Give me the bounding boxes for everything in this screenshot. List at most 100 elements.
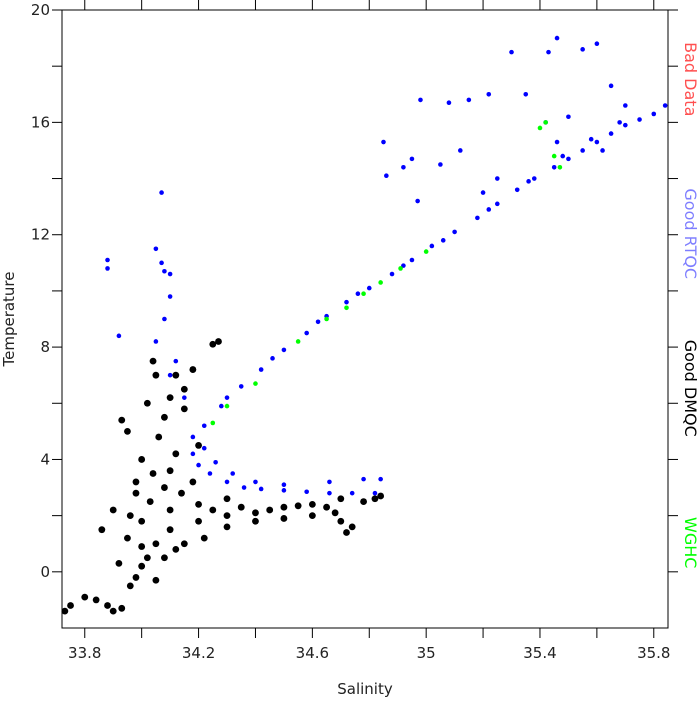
point — [152, 576, 160, 584]
point — [173, 358, 179, 364]
point — [159, 260, 164, 266]
point — [172, 450, 180, 458]
x-tick-label: 35 — [417, 644, 436, 662]
point — [486, 207, 492, 212]
point — [166, 506, 174, 514]
point — [126, 582, 134, 590]
point — [337, 517, 345, 525]
point — [557, 165, 563, 170]
point — [389, 271, 395, 277]
point — [662, 103, 668, 108]
point — [361, 476, 366, 482]
point — [207, 471, 213, 476]
point — [551, 153, 557, 159]
point — [475, 215, 480, 221]
point — [209, 340, 217, 348]
point — [162, 316, 167, 322]
point — [480, 190, 486, 195]
point — [224, 479, 230, 485]
point — [623, 103, 628, 108]
point — [344, 299, 349, 305]
point — [115, 559, 123, 567]
point — [494, 201, 500, 207]
point — [224, 395, 230, 400]
point — [331, 509, 339, 517]
point — [372, 490, 378, 496]
point — [182, 395, 187, 400]
point — [440, 238, 446, 243]
point — [201, 423, 207, 429]
point — [161, 484, 168, 491]
point — [230, 471, 236, 476]
point — [418, 97, 423, 103]
point — [190, 434, 196, 440]
point — [138, 543, 146, 550]
point — [172, 371, 180, 379]
y-tick-label: 12 — [31, 226, 50, 244]
point — [201, 445, 207, 451]
point — [281, 488, 287, 493]
point — [415, 198, 420, 204]
point — [167, 294, 173, 299]
point — [223, 495, 231, 503]
point — [223, 523, 231, 531]
point — [651, 111, 657, 117]
point — [588, 136, 594, 142]
point — [608, 83, 614, 89]
point — [195, 517, 202, 525]
point — [594, 139, 600, 145]
y-tick-label: 0 — [40, 563, 50, 581]
point — [210, 420, 216, 426]
x-tick-label: 34.2 — [182, 644, 215, 662]
point — [143, 399, 151, 407]
x-axis-label: Salinity — [337, 680, 393, 698]
point — [537, 125, 543, 131]
point — [458, 148, 463, 153]
point — [315, 319, 321, 325]
point — [166, 467, 174, 475]
point — [195, 501, 202, 508]
point — [200, 534, 208, 542]
point — [384, 173, 389, 179]
point — [294, 502, 302, 510]
point — [409, 156, 415, 162]
point — [166, 394, 174, 402]
point — [600, 148, 605, 153]
point — [378, 280, 383, 285]
point — [494, 176, 500, 181]
y-tick-label: 16 — [31, 113, 50, 131]
point — [213, 459, 218, 465]
point — [196, 462, 201, 468]
point — [132, 574, 140, 581]
point — [566, 156, 571, 162]
point — [124, 534, 131, 542]
point — [252, 517, 259, 525]
point — [566, 114, 571, 120]
point — [189, 478, 197, 486]
point — [109, 506, 117, 514]
point — [118, 604, 126, 612]
point — [377, 492, 385, 500]
point — [446, 100, 452, 105]
point — [360, 498, 367, 505]
point — [253, 381, 258, 386]
point — [241, 485, 247, 490]
point — [162, 268, 167, 274]
point — [237, 503, 245, 511]
point — [155, 433, 163, 441]
point — [323, 503, 330, 511]
legend-label: WGHC — [681, 517, 700, 568]
point — [138, 456, 146, 463]
point — [132, 478, 140, 486]
point — [560, 153, 566, 159]
point — [161, 554, 168, 562]
point — [337, 495, 345, 503]
point — [116, 333, 122, 339]
point — [219, 403, 224, 409]
point — [327, 490, 332, 496]
point — [180, 540, 188, 548]
point — [554, 139, 560, 145]
point — [580, 148, 585, 153]
point — [398, 266, 403, 271]
